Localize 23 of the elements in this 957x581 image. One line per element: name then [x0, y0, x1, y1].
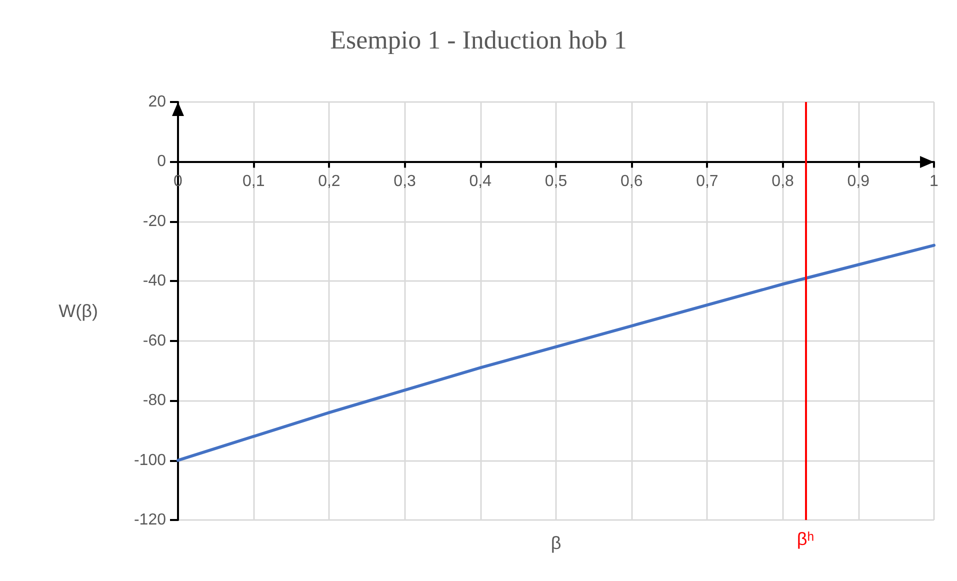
- y-tick-label: -20: [142, 212, 166, 230]
- line-series: [176, 244, 936, 462]
- x-tick-label: 1: [930, 173, 939, 190]
- x-tick-label: 0,9: [847, 173, 870, 190]
- y-tick-label: -100: [134, 452, 166, 469]
- ref-line-label: βʰ: [796, 529, 814, 549]
- x-axis-title: β: [550, 533, 562, 553]
- y-tick-label: 20: [148, 94, 166, 110]
- x-tick-label: 0,7: [696, 173, 718, 190]
- x-tick-label: 0,3: [394, 173, 416, 190]
- chart-title: Esempio 1 - Induction hob 1: [330, 26, 627, 54]
- y-tick-label: 0: [157, 153, 166, 170]
- x-tick-label: 0,1: [242, 173, 265, 190]
- y-tick-label: -60: [142, 332, 166, 350]
- y-tick-label: -120: [134, 512, 166, 528]
- x-tick-label: 0,2: [318, 173, 340, 190]
- x-tick-label: 0,4: [469, 173, 492, 190]
- y-axis-title: W(β): [58, 301, 98, 321]
- x-tick-label: 0,5: [544, 173, 568, 190]
- x-tick-label: 0,8: [772, 173, 794, 190]
- x-tick-label: 0,6: [620, 173, 643, 190]
- y-tick-label: -80: [142, 392, 166, 410]
- y-tick-label: -40: [142, 272, 166, 290]
